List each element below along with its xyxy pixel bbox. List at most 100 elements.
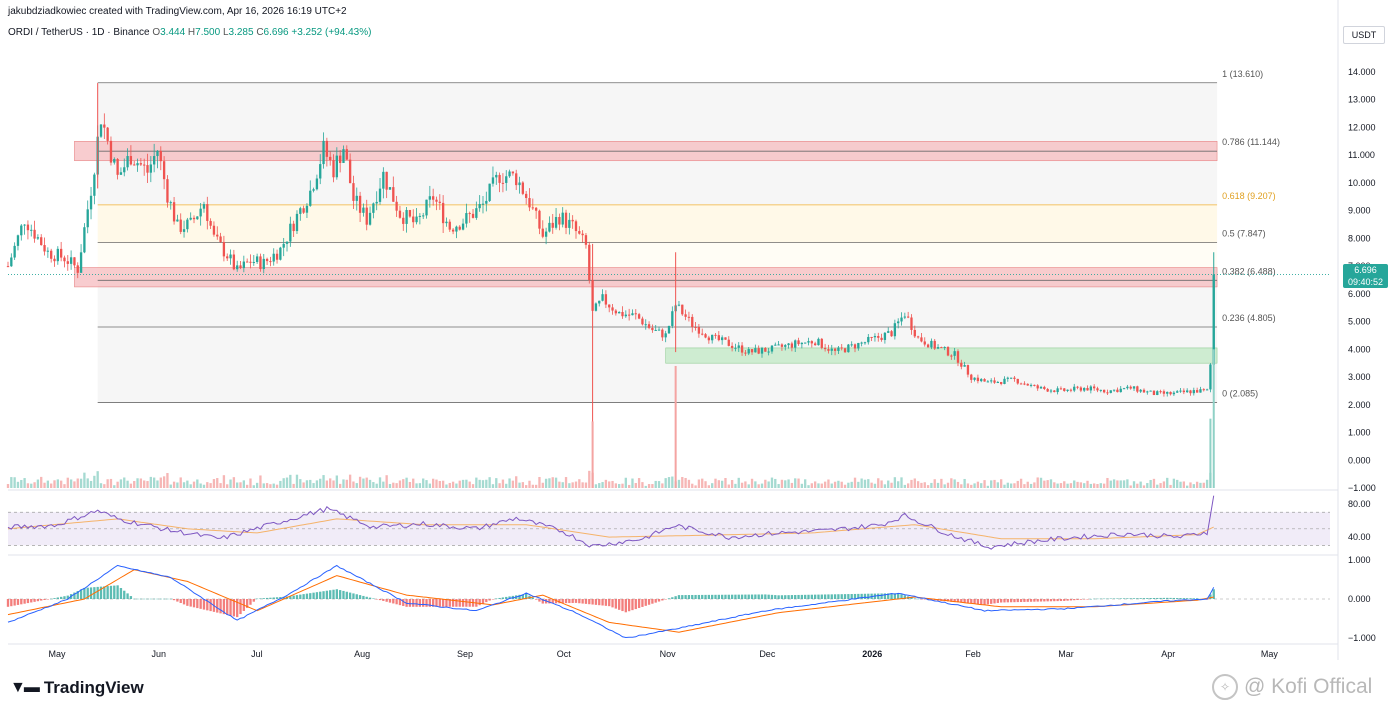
macd-hist-bar [598,599,601,606]
volume-bars [6,349,1215,488]
symbol-label[interactable]: ORDI / TetherUS · 1D · Binance [8,27,150,38]
candle-body [621,311,624,317]
tradingview-logo[interactable]: ▼▬ TradingView [10,678,144,698]
volume-bar [1059,483,1063,488]
volume-bar [375,483,378,488]
candle-body [754,348,757,353]
volume-bar [694,485,697,488]
candle-body [332,160,335,178]
volume-bar [505,483,508,488]
candle-body [405,210,408,224]
candle-body [182,229,186,232]
volume-bar [93,475,96,488]
macd-hist-bar [485,599,488,603]
volume-bar [418,483,422,488]
volume-bar [671,476,674,488]
volume-bar [40,476,43,488]
candle-body [1156,391,1159,396]
volume-bar [966,483,970,488]
volume-bar [69,479,73,488]
candle-body [372,203,375,213]
macd-hist-bar [1142,598,1146,599]
candle-body [1069,389,1073,391]
macd-hist-bar [797,594,800,599]
macd-hist-bar [1013,599,1016,603]
candle-body [724,337,727,340]
macd-hist-bar [754,594,757,599]
volume-bar [1166,477,1169,488]
candle-body [1126,386,1129,389]
macd-hist-bar [664,599,667,600]
candle-body [717,335,720,341]
currency-button[interactable]: USDT [1343,26,1385,44]
macd-hist-bar [564,599,568,604]
candle-body [139,163,143,165]
candle-body [106,127,109,141]
volume-bar [1053,482,1056,488]
candle-body [691,316,694,327]
volume-bar [518,482,521,488]
macd-hist-bar [129,596,133,599]
volume-bar [963,478,966,488]
volume-bar [711,483,714,488]
candle-body [325,140,329,157]
volume-bar [189,484,192,488]
volume-bar [873,483,877,488]
y-tick-label: 0.000 [1348,455,1371,465]
candle-body [1019,383,1023,385]
volume-bar [667,477,671,488]
volume-bar [950,478,953,488]
macd-hist-bar [40,599,43,601]
volume-bar [980,483,983,488]
volume-bar [618,484,621,488]
macd-hist-bar [325,590,329,599]
candle-body [229,254,232,259]
volume-bar [1132,481,1136,488]
macd-hist-bar [950,599,953,602]
candle-body [548,222,551,232]
candle-body [40,237,43,246]
volume-bar [531,484,534,488]
macd-hist-bar [1129,598,1132,599]
volume-bar [368,479,372,488]
volume-bar [893,477,897,488]
candle-body [392,187,395,202]
candle-body [720,337,724,341]
volume-bar [611,480,614,488]
volume-bar [86,478,89,488]
x-tick-label: Feb [965,649,981,659]
macd-hist-bar [299,594,302,599]
macd-hist-bar [774,595,777,599]
volume-bar [787,479,790,488]
volume-bar [737,477,740,488]
macd-hist-bar [813,594,817,599]
volume-bar [1036,477,1039,488]
macd-hist-bar [823,594,827,599]
volume-bar [571,482,574,488]
volume-bar [890,482,893,488]
candle-body [249,261,252,263]
macd-hist-bar [787,595,790,599]
macd-hist-bar [744,594,747,599]
volume-bar [26,483,30,488]
y-tick-label: 3.000 [1348,372,1371,382]
candle-body [103,124,106,128]
candle-body [820,338,823,348]
candle-body [531,207,534,209]
volume-bar [272,483,275,488]
macd-hist-bar [1003,599,1006,603]
candle-body [368,212,372,225]
macd-hist-bar [923,599,926,600]
candle-body [790,343,794,348]
fib-level-label: 0.382 (6.488) [1222,266,1276,276]
volume-bar [149,476,152,488]
candle-body [611,307,614,311]
candle-body [1166,391,1169,394]
volume-bar [926,485,930,488]
ohlc-label: C [253,27,264,38]
candle-body [1132,386,1136,389]
candle-body [432,196,435,200]
volume-bar [471,484,475,488]
volume-bar [1089,483,1093,488]
